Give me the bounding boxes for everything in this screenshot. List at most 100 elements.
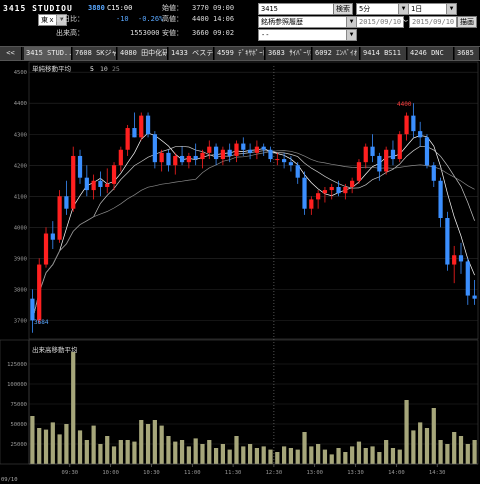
- candle-body: [166, 152, 171, 166]
- chevron-down-icon[interactable]: ▼: [346, 17, 356, 27]
- volume-bar: [207, 440, 212, 464]
- price-tick-label: 3700: [14, 318, 27, 324]
- date-to-value: 2015/09/10: [412, 18, 455, 26]
- candle-body: [173, 155, 178, 166]
- candle-body: [268, 149, 273, 160]
- candle-body: [404, 115, 409, 135]
- high-marker-label: 4400: [397, 101, 412, 108]
- candle-body: [343, 186, 348, 194]
- legend-ma25: 25: [112, 65, 120, 73]
- volume-panel-frame: [28, 339, 479, 465]
- candle-body: [384, 149, 389, 172]
- volume-bar: [247, 444, 253, 464]
- legend-ma5: 5: [90, 65, 94, 73]
- symbol-tab[interactable]: 4599 ﾃﾞｷｻﾎﾟｰﾄ: [215, 47, 265, 60]
- volume-bar: [77, 430, 83, 464]
- volume-bar: [186, 446, 191, 464]
- date-to-input[interactable]: 2015/09/10: [409, 16, 457, 28]
- high-value: 4400: [192, 15, 209, 23]
- volume-bar: [152, 420, 157, 464]
- candle-body: [322, 190, 328, 194]
- candle-body: [390, 149, 396, 160]
- volume-bar: [200, 444, 205, 464]
- change-label: 前日比：: [56, 15, 84, 23]
- symbol-tab[interactable]: 4246 DNC: [408, 47, 454, 60]
- price-tick-label: 4200: [14, 163, 27, 169]
- code-input[interactable]: 3415: [258, 3, 334, 15]
- volume-bar: [411, 430, 416, 464]
- last-time: C15:00: [107, 4, 133, 12]
- candle-body: [377, 155, 382, 172]
- symbol-tab[interactable]: 1433 ベステラ: [169, 47, 214, 60]
- volume-bars: [30, 352, 477, 464]
- volume-bar: [234, 436, 239, 464]
- candle-body: [309, 199, 314, 209]
- volume-bar: [295, 449, 300, 464]
- draw-button[interactable]: 描画: [457, 16, 477, 28]
- quote-header: 3415 STUDIOU 東ｘ ▼ 3880 C15:00 前日比： -10 -…: [0, 0, 480, 44]
- candle-body: [132, 128, 137, 138]
- history-select[interactable]: 銘柄参照履歴 ▼: [258, 16, 357, 28]
- volume-bar: [418, 422, 423, 464]
- sub-select[interactable]: -- ▼: [258, 29, 357, 41]
- ma5-line: [32, 132, 475, 321]
- candle-body: [472, 295, 477, 299]
- price-panel-title: 単純移動平均: [32, 64, 72, 73]
- symbol-tab[interactable]: 7608 SKジャ...: [73, 47, 117, 60]
- volume-bar: [363, 448, 368, 464]
- volume-bar: [404, 400, 409, 464]
- chevron-down-icon[interactable]: ▼: [398, 4, 408, 14]
- candle-body: [91, 180, 96, 191]
- volume-tick-label: 75000: [10, 402, 27, 408]
- open-label: 始値：: [162, 4, 183, 12]
- volume-bar: [329, 454, 334, 464]
- candle-body: [213, 146, 219, 160]
- tab-back-button[interactable]: <<: [0, 47, 22, 60]
- volume-bar: [384, 440, 389, 464]
- x-tick-label: 09:30: [62, 470, 79, 476]
- x-tick-label: 11:30: [225, 470, 242, 476]
- volume-bar: [241, 446, 246, 464]
- low-value: 3660: [192, 29, 209, 37]
- open-value: 3770: [192, 4, 209, 12]
- volume-tick-label: 50000: [10, 422, 27, 428]
- candle-body: [193, 155, 198, 160]
- candle-body: [316, 193, 321, 200]
- candle-body: [254, 146, 260, 153]
- candle-body: [445, 218, 450, 265]
- volume-bar: [390, 448, 396, 464]
- volume-bar: [424, 428, 430, 464]
- volume-bar: [227, 449, 232, 464]
- symbol-tab[interactable]: 6092 ｴﾝﾊﾞｲｵ: [313, 47, 360, 60]
- symbol-tab[interactable]: 9414 BS11: [361, 47, 407, 60]
- candle-body: [98, 180, 103, 187]
- interval-select[interactable]: 5分 ▼: [356, 3, 409, 15]
- price-tick-label: 3800: [14, 287, 27, 293]
- symbol-tab[interactable]: 3685 ...: [455, 47, 480, 60]
- chevron-down-icon[interactable]: ▼: [346, 30, 356, 40]
- symbol-tab[interactable]: 3415 STUD...: [24, 47, 72, 60]
- symbol-tab[interactable]: 4080 田中化研: [118, 47, 168, 60]
- date-from-input[interactable]: 2015/09/10: [356, 16, 404, 28]
- candle-body: [57, 196, 62, 240]
- volume-bar: [336, 448, 341, 464]
- chevron-down-icon[interactable]: ▼: [56, 15, 66, 25]
- volume-bar: [30, 416, 35, 464]
- volume-bar: [166, 436, 171, 464]
- candle-body: [71, 155, 76, 209]
- x-tick-label: 10:00: [102, 470, 119, 476]
- period-select[interactable]: 1日 ▼: [408, 3, 457, 15]
- market-select[interactable]: 東ｘ ▼: [38, 14, 67, 26]
- search-button[interactable]: 検索: [333, 3, 353, 15]
- chevron-down-icon[interactable]: ▼: [446, 4, 456, 14]
- candle-body: [418, 131, 423, 138]
- symbol-tab[interactable]: 3683 ｻｲﾊﾞｰﾘﾝｸｽ: [266, 47, 312, 60]
- volume-bar: [111, 446, 117, 464]
- volume-bar: [132, 441, 137, 464]
- time-x-axis: 09:30 10:00 10:30 11:00 11:30 12:30 13:00 13:30…: [29, 463, 478, 476]
- volume-bar: [220, 444, 225, 464]
- price-tick-label: 4100: [14, 194, 27, 200]
- candle-body: [125, 128, 130, 150]
- candle-body: [356, 162, 362, 181]
